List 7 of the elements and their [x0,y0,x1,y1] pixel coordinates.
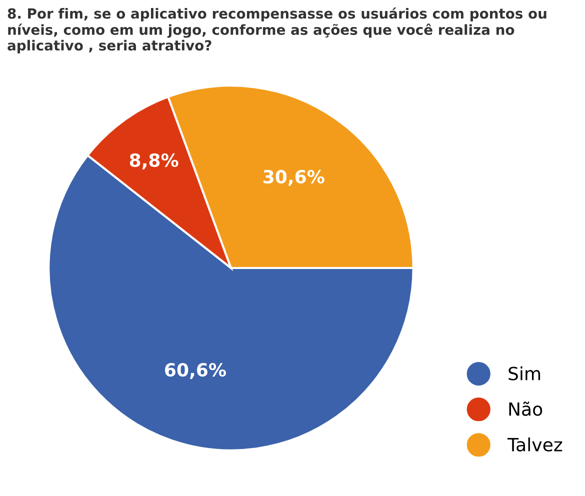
data-label: 8,8% [130,153,178,170]
data-label: 60,6% [165,362,226,379]
legend-label: Talvez [507,437,562,452]
chart-title: 8. Por fim, se o aplicativo recompensasse os usuários com pontos ou níveis, como em um jogo, conforme as ações que você realiza no aplicativo , seria atrativo? [8,7,546,54]
data-label: 30,6% [264,170,324,186]
legend-label: Sim [508,366,540,380]
legend-label: Não [509,402,542,416]
